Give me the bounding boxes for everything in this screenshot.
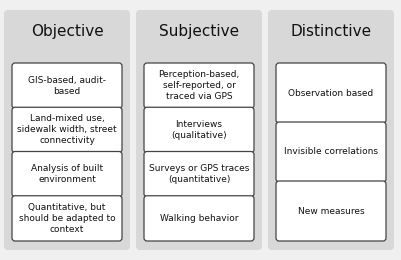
Text: Subjective: Subjective [159,24,239,39]
Text: Walking behavior: Walking behavior [160,214,238,223]
FancyBboxPatch shape [144,107,254,153]
FancyBboxPatch shape [144,196,254,241]
FancyBboxPatch shape [276,63,386,123]
Text: GIS-based, audit-
based: GIS-based, audit- based [28,76,106,96]
Text: Interviews
(qualitative): Interviews (qualitative) [171,120,227,140]
Text: Invisible correlations: Invisible correlations [284,147,378,157]
Text: New measures: New measures [298,206,365,216]
FancyBboxPatch shape [12,152,122,197]
FancyBboxPatch shape [276,181,386,241]
FancyBboxPatch shape [276,122,386,182]
Text: Quantitative, but
should be adapted to
context: Quantitative, but should be adapted to c… [19,203,115,234]
FancyBboxPatch shape [12,63,122,108]
Text: Distinctive: Distinctive [290,24,372,39]
FancyBboxPatch shape [268,10,394,250]
Text: Observation based: Observation based [288,88,374,98]
FancyBboxPatch shape [12,107,122,153]
Text: Land-mixed use,
sidewalk width, street
connectivity: Land-mixed use, sidewalk width, street c… [17,114,117,146]
FancyBboxPatch shape [12,196,122,241]
FancyBboxPatch shape [4,10,130,250]
Text: Analysis of built
environment: Analysis of built environment [31,164,103,184]
FancyBboxPatch shape [144,152,254,197]
FancyBboxPatch shape [144,63,254,108]
Text: Perception-based,
self-reported, or
traced via GPS: Perception-based, self-reported, or trac… [158,70,240,101]
FancyBboxPatch shape [136,10,262,250]
Text: Surveys or GPS traces
(quantitative): Surveys or GPS traces (quantitative) [149,164,249,184]
Text: Objective: Objective [30,24,103,39]
